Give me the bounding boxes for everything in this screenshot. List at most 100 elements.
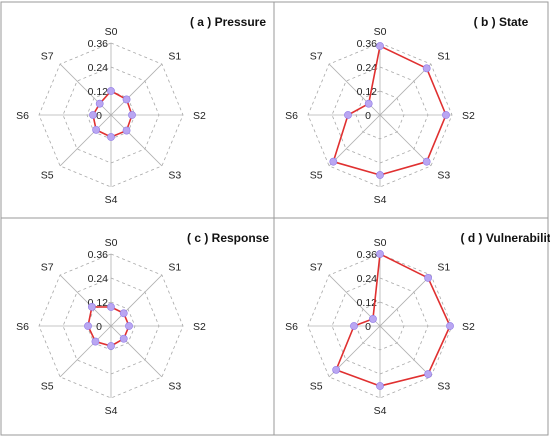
- axis-spoke: [59, 274, 112, 327]
- axis-spoke: [59, 325, 112, 378]
- panel-title: ( b ) State: [474, 15, 529, 29]
- axis-label-s5: S5: [310, 169, 323, 181]
- data-point-s2: [442, 111, 450, 119]
- grid-ring: [307, 253, 453, 399]
- axis-label-s1: S1: [168, 51, 181, 63]
- tick-label: 0.24: [88, 273, 109, 285]
- axis-label-s4: S4: [105, 194, 118, 206]
- axis-spoke: [59, 114, 112, 167]
- axis-label-s2: S2: [462, 110, 475, 122]
- data-point-s1: [122, 95, 131, 104]
- data-point-s7: [364, 99, 373, 108]
- tick-label: 0.24: [357, 273, 378, 285]
- data-point-s5: [91, 337, 100, 346]
- data-point-s6: [89, 111, 97, 119]
- axis-spoke: [110, 63, 163, 116]
- axis-label-s1: S1: [437, 262, 450, 274]
- panel-frame: [0, 217, 275, 436]
- data-point-s3: [422, 157, 431, 166]
- axis-label-s6: S6: [285, 321, 298, 333]
- axis-spoke: [379, 325, 432, 378]
- data-point-s6: [344, 111, 352, 119]
- tick-label: 0.36: [357, 38, 378, 50]
- axis-label-s3: S3: [168, 169, 181, 181]
- axis-label-s3: S3: [168, 380, 181, 392]
- axis-spoke: [379, 63, 432, 116]
- data-point-s3: [424, 370, 432, 378]
- data-point-s3: [122, 126, 131, 135]
- data-point-s0: [107, 87, 115, 95]
- data-point-s7: [369, 315, 377, 323]
- axis-label-s7: S7: [310, 51, 323, 63]
- axis-label-s6: S6: [16, 110, 29, 122]
- data-point-s0: [376, 42, 384, 50]
- axis-label-s0: S0: [105, 26, 118, 38]
- data-point-s3: [119, 334, 128, 343]
- axis-label-s6: S6: [285, 110, 298, 122]
- axis-label-s2: S2: [193, 321, 206, 333]
- data-point-s7: [95, 99, 104, 108]
- axis-label-s1: S1: [437, 51, 450, 63]
- data-point-s1: [119, 309, 128, 318]
- axis-label-s7: S7: [41, 262, 54, 274]
- data-point-s5: [329, 157, 338, 166]
- axis-label-s7: S7: [41, 51, 54, 63]
- axis-spoke: [110, 274, 163, 327]
- data-point-s6: [84, 322, 92, 330]
- axis-label-s3: S3: [437, 380, 450, 392]
- axis-label-s5: S5: [41, 169, 54, 181]
- panel-frame: [273, 1, 549, 219]
- panel-title: ( d ) Vulnerability: [461, 231, 550, 245]
- axis-label-s0: S0: [374, 26, 387, 38]
- data-point-s0: [376, 250, 384, 258]
- panel-frame: [273, 217, 549, 436]
- tick-label: 0.24: [88, 62, 109, 74]
- data-point-s2: [128, 111, 136, 119]
- data-point-s5: [332, 365, 341, 374]
- grid-ring: [307, 42, 453, 188]
- axis-spoke: [110, 114, 163, 167]
- axis-label-s0: S0: [105, 237, 118, 249]
- axis-label-s4: S4: [374, 405, 387, 417]
- grid-ring: [38, 253, 184, 399]
- axis-label-s0: S0: [374, 237, 387, 249]
- tick-label: 0.36: [88, 249, 109, 261]
- axis-label-s2: S2: [193, 110, 206, 122]
- panel-title: ( c ) Response: [187, 231, 269, 245]
- data-point-s2: [125, 322, 133, 330]
- tick-label: 0.12: [357, 86, 378, 98]
- tick-label: 0: [365, 321, 371, 333]
- tick-label: 0.12: [88, 86, 109, 98]
- grid-ring: [38, 42, 184, 188]
- axis-label-s5: S5: [41, 380, 54, 392]
- tick-label: 0.36: [88, 38, 109, 50]
- series-line: [335, 253, 451, 387]
- axis-label-s7: S7: [310, 262, 323, 274]
- panel-title: ( a ) Pressure: [190, 15, 266, 29]
- data-point-s5: [92, 125, 101, 134]
- data-point-s0: [107, 303, 115, 311]
- axis-label-s2: S2: [462, 321, 475, 333]
- data-point-s4: [107, 133, 115, 141]
- axis-label-s4: S4: [374, 194, 387, 206]
- tick-label: 0: [96, 321, 102, 333]
- axis-spoke: [379, 114, 432, 167]
- data-point-s1: [422, 64, 431, 73]
- panel-frame: [0, 1, 275, 219]
- axis-label-s1: S1: [168, 262, 181, 274]
- radar-panel-0: S0 S1 S2 S3 S4 S5 S6 S7 0 0.12 0.24 0.36 ( a ) Press…: [0, 1, 275, 219]
- axis-spoke: [59, 63, 112, 116]
- axis-spoke: [328, 114, 381, 167]
- tick-label: 0: [365, 110, 371, 122]
- axis-spoke: [328, 63, 381, 116]
- tick-label: 0.24: [357, 62, 378, 74]
- radar-panel-1: S0 S1 S2 S3 S4 S5 S6 S7 0 0.12 0.24 0.36 ( b ) State: [273, 1, 549, 219]
- data-point-s6: [350, 322, 358, 330]
- axis-label-s4: S4: [105, 405, 118, 417]
- axis-label-s3: S3: [437, 169, 450, 181]
- data-point-s4: [107, 342, 115, 350]
- tick-label: 0.12: [357, 297, 378, 309]
